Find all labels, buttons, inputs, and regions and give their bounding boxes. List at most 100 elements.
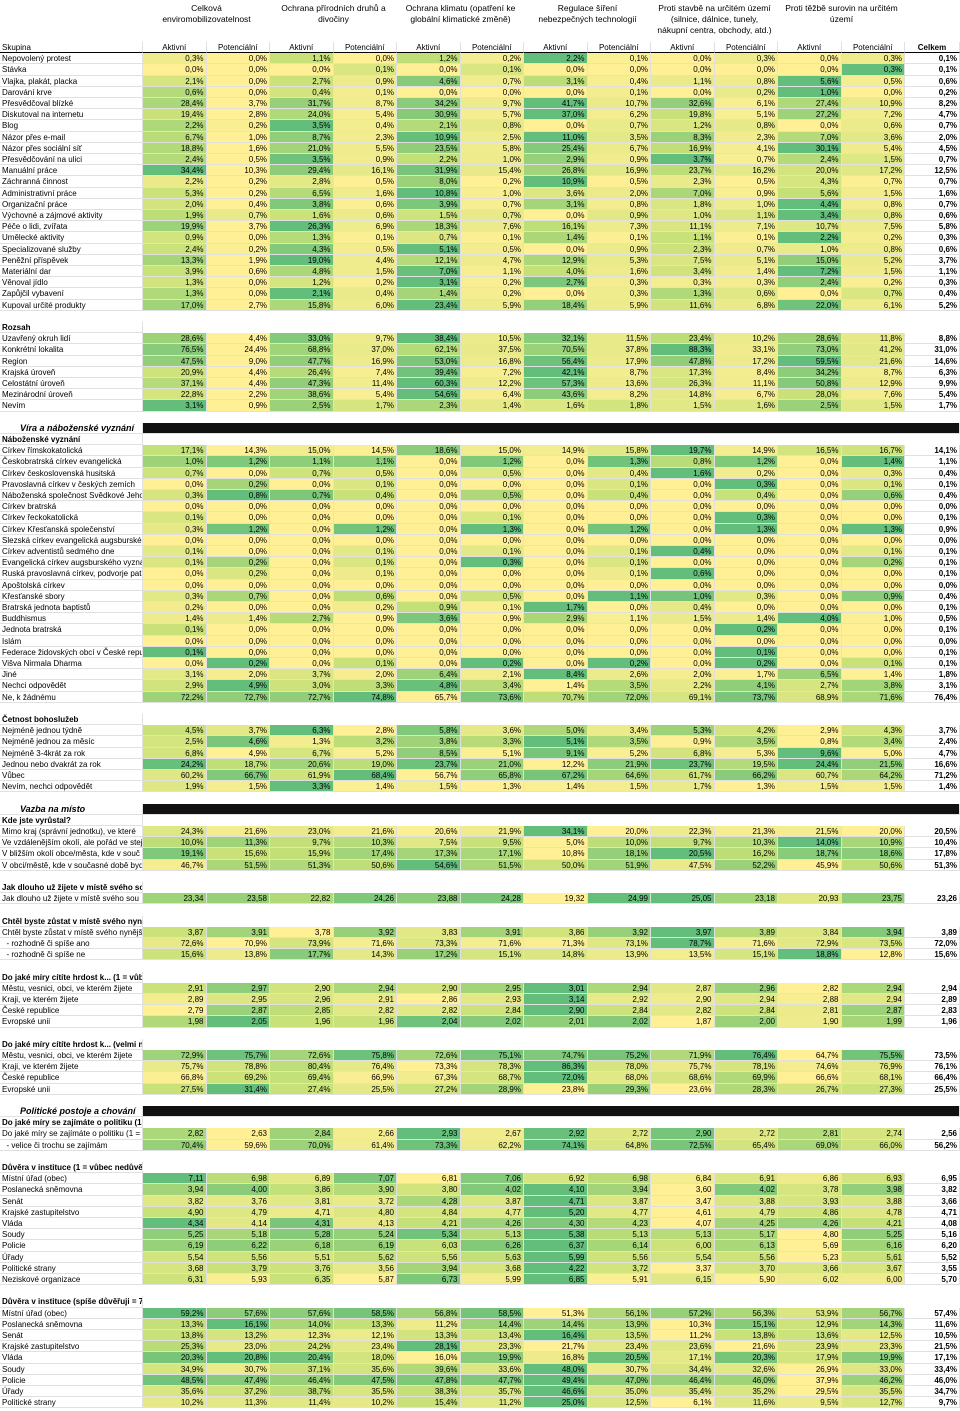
cell-value: 0,0% [333,624,397,636]
cell-value: 8,3% [651,131,715,143]
cell-value: 0,2% [714,86,778,98]
cell-value: 5,1% [524,736,588,748]
cell-value: 0,7% [143,467,207,479]
row-label: Politické strany [0,1397,143,1409]
cell-value: 5,18 [206,1229,270,1241]
cell-value: 5,6% [778,187,842,199]
cell-value: 24,26 [333,893,397,905]
row-label: Do jaké míry se zajímáte o politiku (1 = [0,1128,143,1140]
cell-value: 0,0% [397,646,461,658]
cell-value: 0,0% [270,568,334,580]
cell-value: 20,0% [841,826,905,838]
cell-value: 4,86 [778,1206,842,1218]
cell-value: 4,6% [397,75,461,87]
cell-value: 16,8% [460,355,524,367]
cell-value: 0,0% [397,490,461,502]
cell-value: 5,3% [143,187,207,199]
cell-value: 0,3% [587,288,651,300]
cell-value: 20,0% [778,165,842,177]
cell-value: 10,0% [143,837,207,849]
cell-value: 33,0% [270,333,334,345]
row-label: Islám [0,635,143,647]
cell-value: 23,7% [397,758,461,770]
cell-value: 2,89 [905,994,960,1006]
row-label: Nejméně jednou za měsíc [0,736,143,748]
cell-value: 2,1% [270,288,334,300]
cell-value: 0,0% [333,579,397,591]
cell-value: 25,3% [143,1341,207,1353]
cell-value: 17,0% [143,299,207,311]
cell-value: 2,84 [587,1005,651,1017]
cell-value: 5,54 [143,1251,207,1263]
cell-value: 0,6% [651,568,715,580]
cell-value: 0,0% [778,490,842,502]
cell-value: 0,0% [397,523,461,535]
cell-value: 4,71 [524,1195,588,1207]
cell-value: 17,3% [397,848,461,860]
cell-value: 19,0% [333,758,397,770]
cell-value: 0,0% [905,579,960,591]
cell-value: 26,7% [778,1083,842,1095]
cell-value: 0,1% [333,232,397,244]
cell-value: 13,3% [143,254,207,266]
cell-value: 72,0% [587,691,651,703]
cell-value: 47,5% [333,1374,397,1386]
cell-value: 16,2% [714,165,778,177]
cell-value: 0,0% [524,490,588,502]
cell-value: 1,96 [905,1016,960,1028]
cell-value: 0,9% [587,210,651,222]
cell-value: 0,0% [714,602,778,614]
cell-value: 17,1% [143,445,207,457]
cell-value: 5,8% [905,221,960,233]
cell-value: 25,5% [333,1083,397,1095]
cell-value: 0,0% [714,568,778,580]
cell-value: 1,0% [460,187,524,199]
cell-value: 5,52 [905,1251,960,1263]
cell-value: 0,1% [460,546,524,558]
cell-value: 9,6% [778,747,842,759]
cell-value: 0,0% [524,456,588,468]
cell-value: 6,15 [651,1274,715,1286]
cell-value: 0,8% [206,490,270,502]
cell-value: 0,2% [841,232,905,244]
cell-value: 0,0% [524,658,588,670]
cell-value: 6,18 [270,1240,334,1252]
cell-value: 58,5% [460,1307,524,1319]
cell-value: 0,0% [714,546,778,558]
cell-value: 4,8% [270,266,334,278]
row-label: Evropské unii [0,1083,143,1095]
cell-value: 69,0% [778,1139,842,1151]
cell-value: 1,9% [143,210,207,222]
cell-value: 72,5% [651,1139,715,1151]
cell-value: 15,6% [206,848,270,860]
row-label: Apoštolská církev [0,579,143,591]
cell-value: 2,79 [143,1005,207,1017]
cell-value: 0,1% [333,86,397,98]
cell-value: 21,3% [714,826,778,838]
cell-value: 0,4% [587,75,651,87]
cell-value: 0,5% [905,613,960,625]
cell-value: 2,90 [397,982,461,994]
cell-value: 0,9% [460,613,524,625]
cell-value: 3,94 [587,1184,651,1196]
cell-value: 0,1% [905,557,960,569]
cell-value: 51,5% [206,859,270,871]
cell-value: 34,4% [651,1363,715,1375]
cell-value: 5,2% [905,299,960,311]
cell-value: 61,7% [651,770,715,782]
cell-value: 5,28 [270,1229,334,1241]
cell-value: 1,5% [841,187,905,199]
cell-value: 69,4% [270,1072,334,1084]
cell-value: 11,2% [460,1397,524,1409]
cell-value: 12,9% [778,1318,842,1330]
row-label: Policie [0,1240,143,1252]
cell-value: 74,7% [524,1050,588,1062]
cell-value: 1,5% [651,613,715,625]
cell-value: 0,0% [841,624,905,636]
row-label: Nejméně 3-4krát za rok [0,747,143,759]
cell-value: 15,0% [270,445,334,457]
cell-value: 0,0% [333,635,397,647]
cell-value: 6,95 [905,1173,960,1185]
cell-value: 29,3% [587,1083,651,1095]
cell-value: 35,6% [333,1363,397,1375]
